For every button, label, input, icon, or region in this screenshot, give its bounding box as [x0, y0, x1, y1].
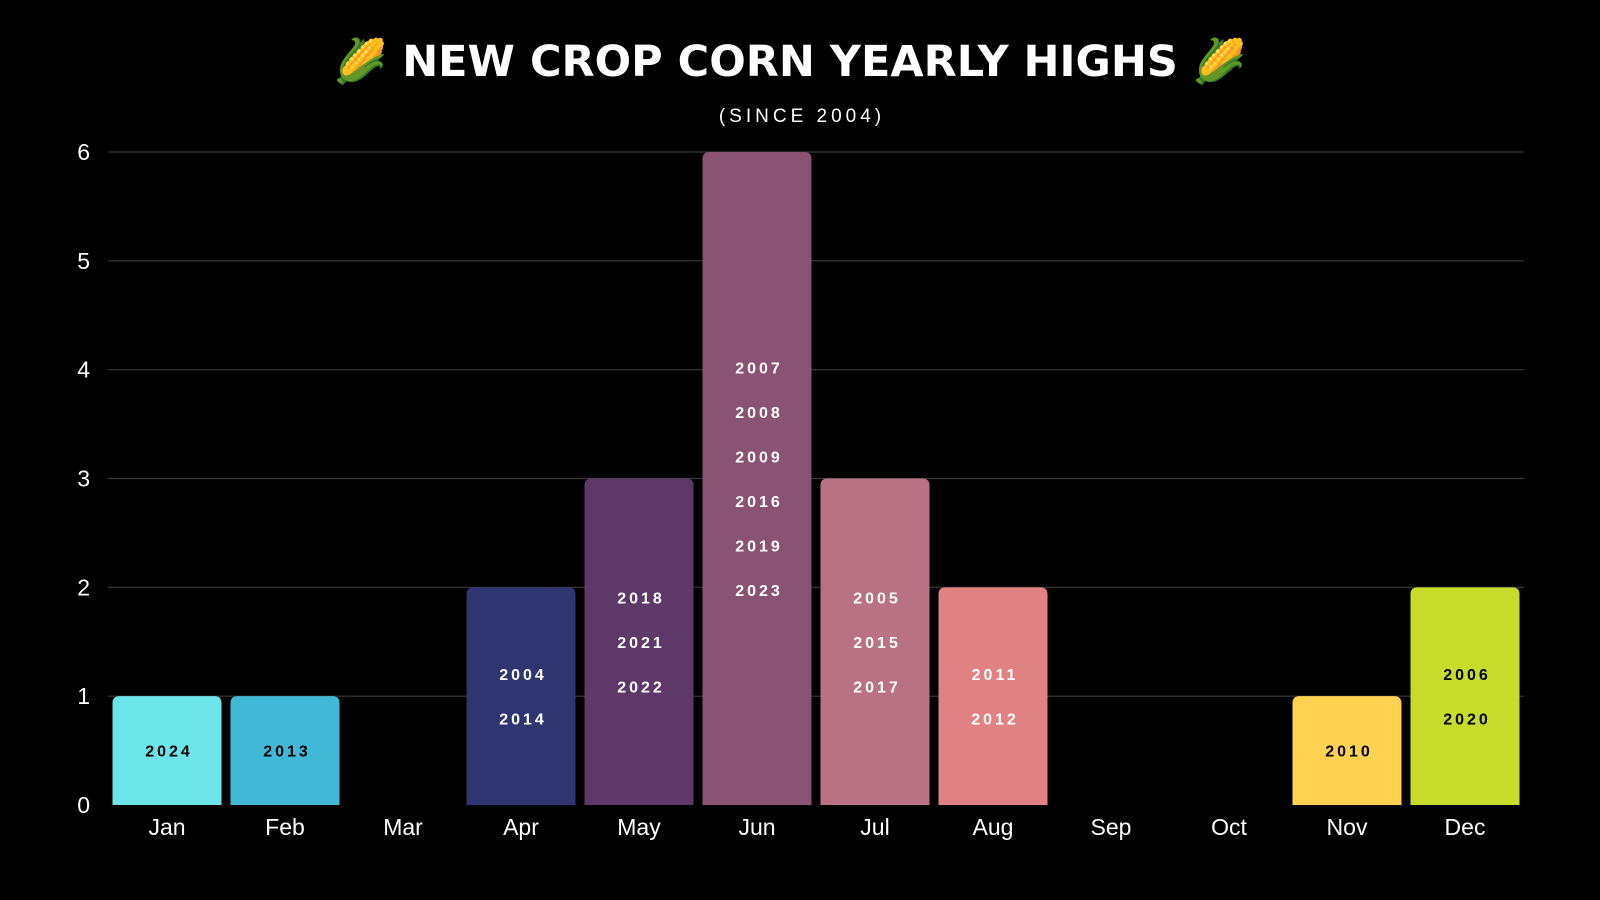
x-tick-label: Apr — [503, 814, 539, 840]
bar-year-label: 2022 — [617, 679, 665, 696]
y-tick-label: 1 — [77, 683, 90, 709]
bar-year-label: 2018 — [617, 590, 665, 607]
bar-year-label: 2017 — [853, 679, 901, 696]
bar-year-label: 2009 — [735, 449, 783, 466]
bars: 2024 2013 2004 2014 2018 2021 2022 2007 2008 2009… — [112, 152, 1520, 805]
bar-jul — [820, 478, 930, 805]
bar-year-label: 2021 — [617, 635, 665, 652]
y-axis: 0 1 2 3 4 5 6 — [77, 139, 90, 818]
bar-year-label: 2019 — [735, 538, 783, 555]
bar-year-label: 2020 — [1443, 711, 1491, 728]
grid-lines — [108, 151, 1524, 697]
x-tick-label: Jul — [860, 814, 889, 840]
x-tick-label: Jan — [148, 814, 185, 840]
bar-year-label: 2014 — [499, 711, 547, 728]
x-tick-label: May — [617, 814, 661, 840]
bar-year-label: 2023 — [735, 583, 783, 600]
bar-year-label: 2010 — [1325, 744, 1373, 761]
bar-year-label: 2013 — [263, 744, 311, 761]
y-tick-label: 3 — [77, 466, 90, 492]
bar-year-label: 2006 — [1443, 667, 1491, 684]
bar-aug — [938, 587, 1048, 805]
bar-apr — [466, 587, 576, 805]
y-tick-label: 2 — [77, 574, 90, 600]
x-tick-label: Mar — [383, 814, 423, 840]
bar-jun — [702, 152, 812, 805]
bar-nov — [1292, 696, 1402, 805]
x-tick-label: Aug — [973, 814, 1014, 840]
x-tick-label: Feb — [265, 814, 305, 840]
bar-year-label: 2012 — [971, 711, 1019, 728]
x-tick-label: Oct — [1211, 814, 1247, 840]
bar-year-label: 2024 — [145, 744, 193, 761]
bar-jan — [112, 696, 222, 805]
bar-year-label: 2004 — [499, 667, 547, 684]
bar-may — [584, 478, 694, 805]
bar-year-label: 2005 — [853, 590, 901, 607]
bar-year-label: 2016 — [735, 494, 783, 511]
bar-year-label: 2011 — [972, 667, 1019, 684]
chart-title: 🌽 NEW CROP CORN YEARLY HIGHS 🌽 — [334, 35, 1247, 87]
bar-year-label: 2008 — [735, 405, 783, 422]
y-tick-label: 5 — [77, 248, 90, 274]
x-tick-label: Dec — [1445, 814, 1486, 840]
bar-year-label: 2007 — [735, 360, 783, 377]
x-tick-label: Sep — [1091, 814, 1132, 840]
x-tick-label: Jun — [738, 814, 775, 840]
y-tick-label: 0 — [77, 792, 90, 818]
bar-dec — [1410, 587, 1520, 805]
y-tick-label: 6 — [77, 139, 90, 165]
y-tick-label: 4 — [77, 357, 90, 383]
x-tick-label: Nov — [1327, 814, 1368, 840]
chart-subtitle: (SINCE 2004) — [719, 106, 885, 127]
x-axis: Jan Feb Mar Apr May Jun Jul Aug Sep Oct Nov Dec — [148, 814, 1485, 840]
bar-feb — [230, 696, 340, 805]
bar-year-label: 2015 — [853, 635, 901, 652]
